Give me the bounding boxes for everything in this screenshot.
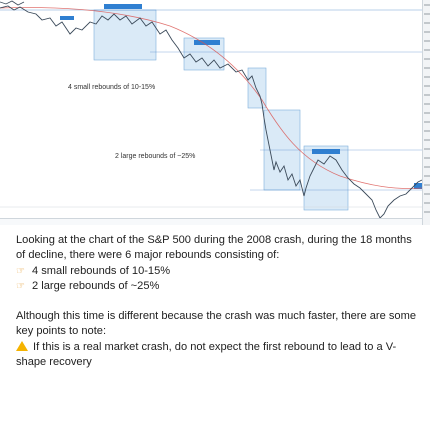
price-scale-tick	[424, 166, 430, 168]
price-scale-tick	[424, 130, 430, 132]
price-scale-tick	[424, 184, 430, 186]
pointing-hand-icon: ☞	[16, 280, 25, 292]
intro-paragraph: Looking at the chart of the S&P 500 duri…	[16, 234, 412, 262]
price-scale-tick	[424, 22, 430, 24]
note-paragraph: Although this time is different because …	[16, 310, 416, 338]
price-scale-tick	[424, 112, 430, 114]
price-scale-tick	[424, 67, 430, 69]
time-axis[interactable]	[0, 218, 430, 225]
price-scale[interactable]	[422, 0, 430, 225]
rebound-zone-1	[93, 9, 157, 61]
pointing-hand-icon: ☞	[16, 265, 25, 277]
price-scale-tick	[424, 58, 430, 60]
price-line	[0, 5, 423, 219]
price-scale-tick	[424, 139, 430, 141]
top-left-price-fragment	[0, 0, 25, 6]
zone-tag-4	[60, 16, 74, 20]
price-scale-tick	[424, 85, 430, 87]
annotation-large-rebounds: 2 large rebounds of ~25%	[115, 153, 196, 160]
rebound-zone-5	[303, 145, 349, 211]
zone-tag-1	[104, 4, 142, 9]
price-scale-tick	[424, 157, 430, 159]
price-scale-tick	[424, 121, 430, 123]
price-scale-tick	[424, 76, 430, 78]
price-scale-tick	[424, 193, 430, 195]
zone-tag-2	[194, 40, 220, 45]
price-scale-tick	[424, 202, 430, 204]
annotation-small-rebounds: 4 small rebounds of 10-15%	[68, 84, 156, 91]
moving-average-line	[0, 7, 423, 189]
zone-tag-3	[312, 149, 340, 154]
price-scale-tick	[424, 148, 430, 150]
bullet-large-rebounds: ☞ 2 large rebounds of ~25%	[16, 279, 420, 294]
price-scale-tick	[424, 94, 430, 96]
price-scale-tick	[424, 49, 430, 51]
chart-canvas	[0, 0, 424, 219]
price-scale-tick	[424, 211, 430, 213]
price-scale-tick	[424, 40, 430, 42]
zone-tag-5	[414, 183, 424, 189]
warning-icon	[16, 340, 28, 351]
price-scale-tick	[424, 175, 430, 177]
price-chart[interactable]: 4 small rebounds of 10-15% 2 large rebou…	[0, 0, 430, 225]
message-body: Looking at the chart of the S&P 500 duri…	[16, 233, 420, 370]
price-scale-tick	[424, 31, 430, 33]
price-scale-tick	[424, 4, 430, 6]
price-scale-tick	[424, 103, 430, 105]
warning-line: If this is a real market crash, do not e…	[16, 340, 397, 369]
bullet-small-rebounds: ☞ 4 small rebounds of 10-15%	[16, 264, 420, 279]
price-scale-tick	[424, 13, 430, 15]
